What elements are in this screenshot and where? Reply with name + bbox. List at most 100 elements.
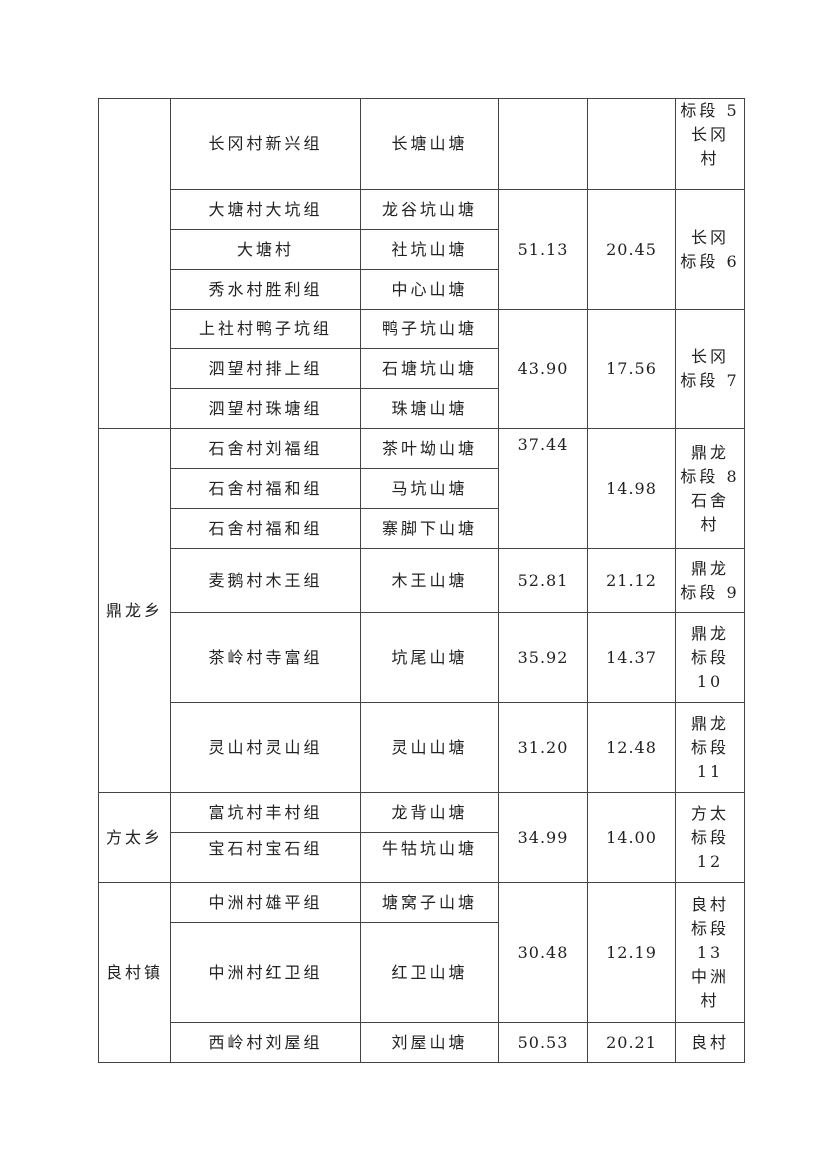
village-cell: 麦鹅村木王组 bbox=[170, 548, 361, 613]
area1-cell: 34.99 bbox=[498, 792, 588, 883]
section-line: 良村 bbox=[690, 1032, 729, 1052]
village-cell: 长冈村新兴组 bbox=[170, 98, 361, 190]
section-cell: 良村标段 13 中洲村 bbox=[675, 882, 745, 1023]
pond-cell: 茶叶坳山塘 bbox=[360, 428, 499, 469]
pond-cell: 红卫山塘 bbox=[360, 922, 499, 1023]
pond-cell: 刘屋山塘 bbox=[360, 1022, 499, 1063]
village-cell: 西岭村刘屋组 bbox=[170, 1022, 361, 1063]
area2-cell: 14.37 bbox=[587, 612, 676, 703]
section-line: 标段 bbox=[690, 827, 729, 847]
area1-cell: 31.20 bbox=[498, 702, 588, 793]
township-cell bbox=[98, 98, 171, 429]
township-cell: 方太乡 bbox=[98, 792, 171, 883]
village-cell: 石舍村福和组 bbox=[170, 508, 361, 549]
village-cell: 中洲村红卫组 bbox=[170, 922, 361, 1023]
section-line: 村 bbox=[700, 149, 720, 168]
section-cell: 鼎龙 标段 10 bbox=[675, 612, 745, 703]
pond-cell: 长塘山塘 bbox=[360, 98, 499, 190]
pond-cell: 社坑山塘 bbox=[360, 229, 499, 270]
section-line: 石舍 bbox=[690, 490, 729, 510]
pond-cell: 木王山塘 bbox=[360, 548, 499, 613]
section-cell: 鼎龙 标段 11 bbox=[675, 702, 745, 793]
village-cell: 上社村鸭子坑组 bbox=[170, 309, 361, 349]
table-row: 大塘村大坑组 龙谷坑山塘 51.13 20.45 长冈标段 6 bbox=[99, 189, 745, 310]
section-line: 标段 6 bbox=[680, 251, 740, 271]
table-row: 泗望村排上组 石塘坑山塘 bbox=[99, 348, 745, 389]
village-cell: 宝石村宝石组 bbox=[170, 832, 361, 883]
village-cell: 大塘村 bbox=[170, 229, 361, 270]
table-row: 鼎龙乡 石舍村刘福组 茶叶坳山塘 37.44 14.98 鼎龙 标段 8 石舍村 bbox=[98, 428, 745, 793]
table-row: 上社村鸭子坑组 鸭子坑山塘 43.90 17.56 长冈标段 7 bbox=[99, 309, 745, 429]
area2-cell: 20.21 bbox=[587, 1022, 676, 1063]
pond-table: 长冈村新兴组 长塘山塘 标段 5 长冈村 大塘村大坑组 龙谷坑山塘 51.13 2… bbox=[98, 98, 745, 1063]
section-line: 12 bbox=[696, 851, 724, 871]
pond-cell: 龙背山塘 bbox=[360, 792, 499, 833]
table-row: 大塘村 社坑山塘 bbox=[99, 229, 745, 270]
table-row: 泗望村珠塘组 珠塘山塘 bbox=[99, 388, 745, 429]
table-row: 茶岭村寺富组 坑尾山塘 35.92 14.37 鼎龙 标段 10 bbox=[99, 612, 745, 703]
section-line: 中洲 bbox=[690, 966, 729, 986]
area1-cell: 50.53 bbox=[498, 1022, 588, 1063]
section-line: 鼎龙 bbox=[690, 623, 729, 643]
section-cell: 长冈标段 7 bbox=[675, 309, 745, 429]
section-line: 标段 7 bbox=[680, 371, 740, 390]
section-line: 长冈 bbox=[690, 347, 729, 366]
section-line: 标段 9 bbox=[680, 582, 740, 602]
area2-cell: 12.19 bbox=[587, 882, 676, 1023]
area1-cell: 43.90 bbox=[498, 309, 588, 429]
section-cell: 良村 bbox=[675, 1022, 745, 1063]
table-row: 西岭村刘屋组 刘屋山塘 50.53 20.21 良村 bbox=[99, 1022, 745, 1063]
village-cell: 富坑村丰村组 bbox=[170, 792, 361, 833]
section-line: 长冈 bbox=[690, 227, 729, 247]
pond-cell: 中心山塘 bbox=[360, 269, 499, 310]
area2-cell: 17.56 bbox=[587, 309, 676, 429]
village-cell: 中洲村雄平组 bbox=[170, 882, 361, 923]
section-line: 鼎龙 bbox=[690, 713, 729, 733]
section-cell: 方太标段 12 bbox=[675, 792, 745, 883]
section-line: 11 bbox=[696, 761, 724, 781]
area1-cell: 35.92 bbox=[498, 612, 588, 703]
section-line: 良村 bbox=[690, 894, 729, 914]
village-cell: 石舍村福和组 bbox=[170, 468, 361, 509]
section-line: 鼎龙 bbox=[690, 558, 729, 578]
section-line: 13 bbox=[696, 942, 724, 962]
section-cell: 鼎龙标段 9 bbox=[675, 548, 745, 613]
pond-cell: 马坑山塘 bbox=[360, 468, 499, 509]
area1-cell: 37.44 bbox=[498, 428, 588, 549]
township-cell: 鼎龙乡 bbox=[98, 428, 171, 793]
village-cell: 大塘村大坑组 bbox=[170, 189, 361, 230]
area2-cell: 12.48 bbox=[587, 702, 676, 793]
section-cell: 鼎龙 标段 8 石舍村 bbox=[675, 428, 745, 549]
pond-cell: 龙谷坑山塘 bbox=[360, 189, 499, 230]
pond-cell: 塘窝子山塘 bbox=[360, 882, 499, 923]
section-line: 标段 5 bbox=[680, 101, 740, 120]
table-row: 宝石村宝石组 牛牯坑山塘 bbox=[99, 832, 745, 883]
village-cell: 泗望村排上组 bbox=[170, 348, 361, 389]
area2-cell bbox=[587, 98, 676, 190]
village-cell: 秀水村胜利组 bbox=[170, 269, 361, 310]
table-row: 麦鹅村木王组 木王山塘 52.81 21.12 鼎龙 标段 9 bbox=[99, 548, 745, 613]
table-row: 秀水村胜利组 中心山塘 bbox=[99, 269, 745, 310]
section-line: 村 bbox=[700, 514, 720, 534]
table-row: 方太乡 富坑村丰村组 龙背山塘 34.99 14.00 方太标段 12 bbox=[98, 792, 745, 883]
section-cell: 长冈标段 6 bbox=[675, 189, 745, 310]
pond-cell: 坑尾山塘 bbox=[360, 612, 499, 703]
area1-cell: 30.48 bbox=[498, 882, 588, 1023]
section-line: 标段 bbox=[690, 918, 729, 938]
section-line: 方太 bbox=[690, 803, 729, 823]
pond-cell: 鸭子坑山塘 bbox=[360, 309, 499, 349]
area1-cell bbox=[498, 98, 588, 190]
area1-cell: 51.13 bbox=[498, 189, 588, 310]
area2-cell: 14.00 bbox=[587, 792, 676, 883]
table-row: 中洲村红卫组 红卫山塘 bbox=[99, 922, 745, 1023]
table-row: 良村镇 中洲村雄平组 塘窝子山塘 30.48 12.19 良村 标段 13 中洲村 bbox=[98, 882, 745, 1063]
pond-cell: 寨脚下山塘 bbox=[360, 508, 499, 549]
township-cell: 良村镇 bbox=[98, 882, 171, 1063]
village-cell: 灵山村灵山组 bbox=[170, 702, 361, 793]
area2-cell: 20.45 bbox=[587, 189, 676, 310]
pond-cell: 石塘坑山塘 bbox=[360, 348, 499, 389]
village-cell: 石舍村刘福组 bbox=[170, 428, 361, 469]
section-line: 长冈 bbox=[690, 125, 729, 144]
section-line: 村 bbox=[700, 990, 720, 1010]
area2-cell: 14.98 bbox=[587, 428, 676, 549]
